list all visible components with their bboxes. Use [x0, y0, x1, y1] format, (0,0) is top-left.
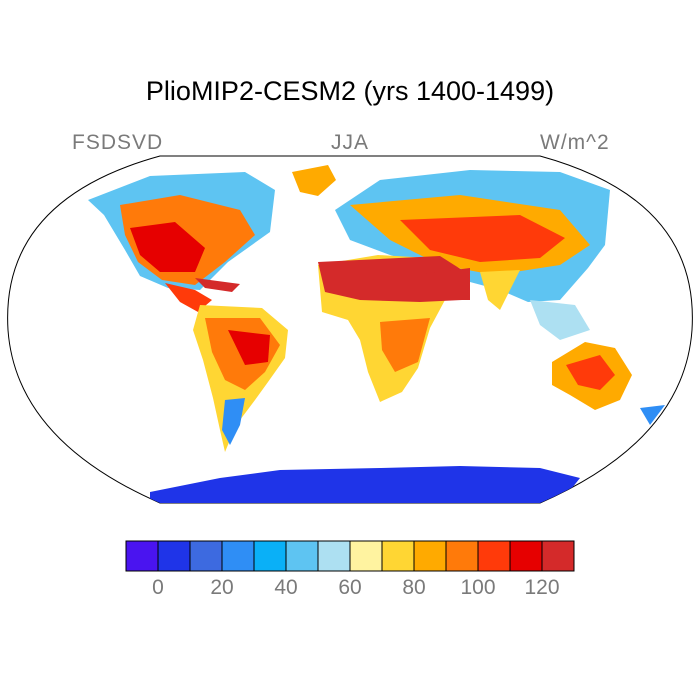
- colorbar-box: [253, 540, 287, 572]
- map-title: PlioMIP2-CESM2 (yrs 1400-1499): [145, 76, 555, 106]
- greenland: [292, 165, 336, 196]
- colorbar-tick-label: 20: [210, 576, 234, 599]
- eurasia: [335, 170, 610, 340]
- colorbar-tick-label: 100: [460, 576, 496, 599]
- colorbar-box: [221, 540, 255, 572]
- variable-label: FSDSVD: [72, 131, 164, 154]
- colorbar-box: [509, 540, 543, 572]
- north-america: [88, 172, 275, 312]
- colorbar-tick-label: 120: [524, 576, 560, 599]
- colorbar-tick-label: 40: [274, 576, 298, 599]
- colorbar-box: [349, 540, 383, 572]
- south-america: [193, 305, 288, 452]
- colorbar-box: [189, 540, 223, 572]
- units-label: W/m^2: [540, 131, 610, 154]
- colorbar-box: [285, 540, 319, 572]
- colorbar-box: [445, 540, 479, 572]
- colorbar-tick-label: 80: [402, 576, 426, 599]
- antarctica: [150, 466, 580, 503]
- colorbar-box: [157, 540, 191, 572]
- australia: [552, 342, 665, 425]
- colorbar-box: [317, 540, 351, 572]
- colorbar-box: [413, 540, 447, 572]
- colorbar-tick-label: 0: [152, 576, 164, 599]
- colorbar-tick-label: 60: [338, 576, 362, 599]
- colorbar-box: [541, 540, 575, 572]
- colorbar-box: [125, 540, 159, 572]
- colorbar-box: [381, 540, 415, 572]
- africa: [318, 255, 470, 402]
- colorbar-box: [477, 540, 511, 572]
- season-label: JJA: [330, 131, 369, 154]
